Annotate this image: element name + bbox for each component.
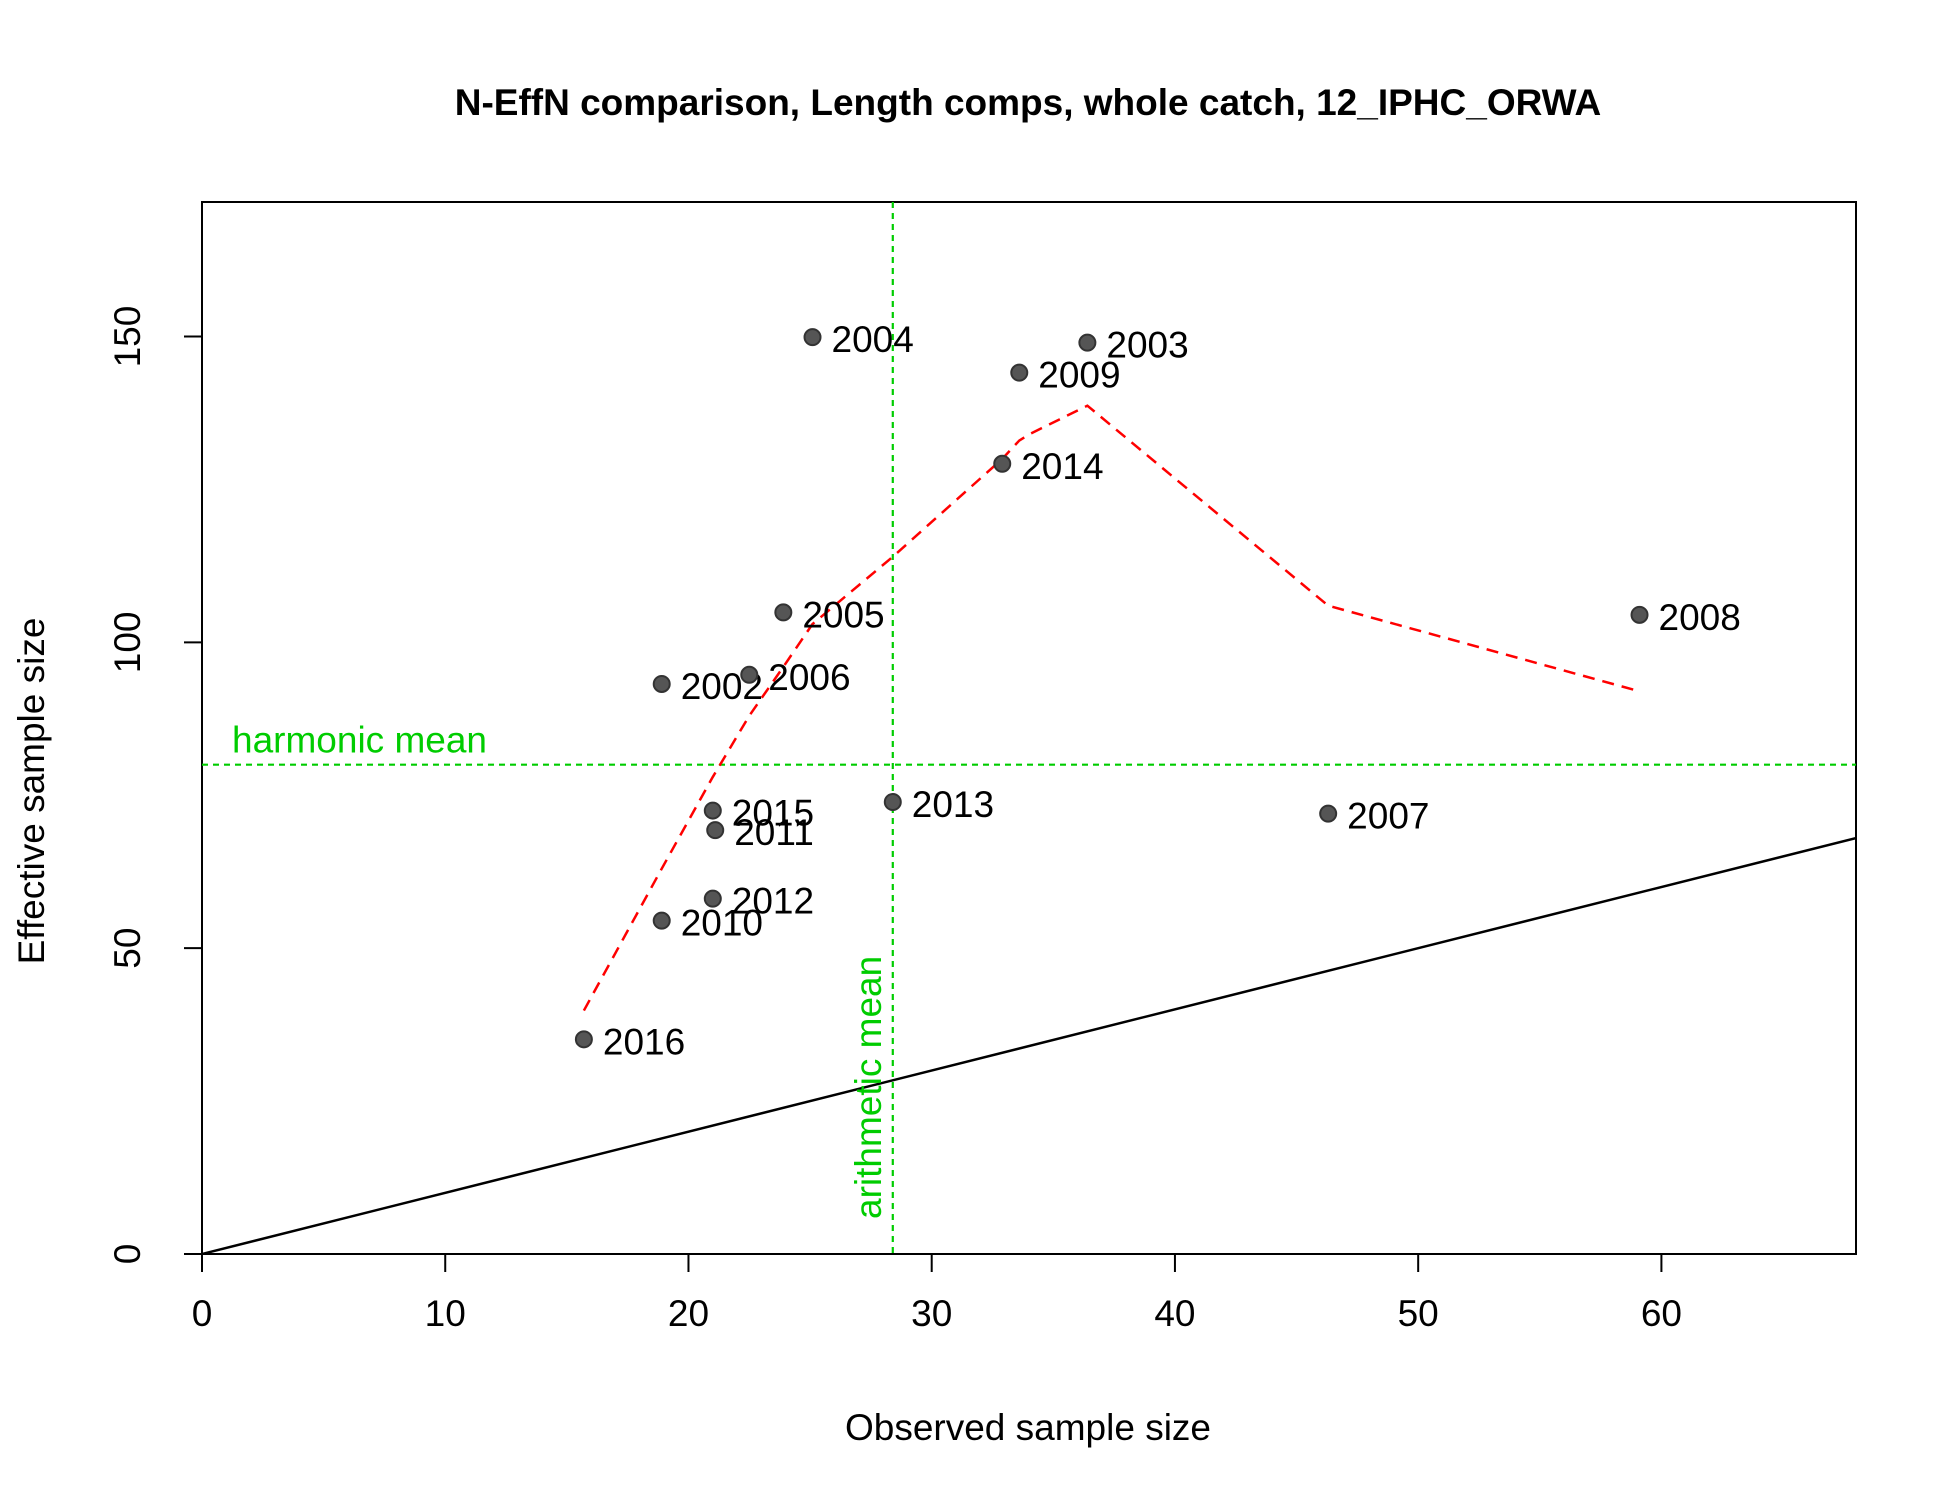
- y-tick-label: 100: [107, 612, 148, 674]
- point-label: 2015: [732, 793, 814, 834]
- point-label: 2004: [832, 319, 914, 360]
- x-tick-label: 30: [911, 1293, 952, 1334]
- y-tick-label: 0: [107, 1244, 148, 1265]
- data-point: [774, 603, 793, 622]
- point-label: 2005: [802, 594, 884, 635]
- y-axis-label: Effective sample size: [11, 618, 52, 965]
- x-tick-label: 20: [668, 1293, 709, 1334]
- data-point: [706, 821, 725, 840]
- x-tick-label: 50: [1398, 1293, 1439, 1334]
- plot-frame: [201, 201, 1857, 1255]
- x-tick-label: 10: [425, 1293, 466, 1334]
- data-point: [703, 801, 722, 820]
- data-point: [803, 328, 822, 347]
- chart-title: N-EffN comparison, Length comps, whole c…: [455, 82, 1602, 123]
- plot-area: 0 10 20 30 40 50 60 0 50 100 150 harmonic mean arith…: [107, 201, 1857, 1334]
- data-point: [883, 793, 902, 812]
- smoother-line: [582, 404, 1640, 1012]
- point-label: 2010: [681, 903, 763, 944]
- data-point: [740, 665, 759, 684]
- data-point: [574, 1030, 593, 1049]
- data-point: [1010, 363, 1029, 382]
- point-label: 2003: [1106, 325, 1188, 366]
- data-point: [993, 454, 1012, 473]
- x-axis-label: Observed sample size: [845, 1407, 1211, 1448]
- y-tick-label: 150: [107, 306, 148, 368]
- data-point: [703, 889, 722, 908]
- x-tick-label: 0: [192, 1293, 213, 1334]
- point-label: 2011: [734, 812, 814, 853]
- x-tick-label: 40: [1154, 1293, 1195, 1334]
- data-point: [1319, 804, 1338, 823]
- point-label: 2016: [603, 1021, 685, 1062]
- point-label: 2007: [1347, 796, 1429, 837]
- point-label: 2008: [1659, 597, 1741, 638]
- y-tick-label: 50: [107, 928, 148, 969]
- point-label: 2009: [1038, 355, 1120, 396]
- arithmetic-mean-label: arithmetic mean: [848, 956, 889, 1219]
- point-label: 2013: [912, 784, 994, 825]
- x-tick-label: 60: [1641, 1293, 1682, 1334]
- point-label: 2012: [732, 881, 814, 922]
- data-point: [1078, 333, 1097, 352]
- data-point: [652, 674, 671, 693]
- one-to-one-line: [202, 836, 1856, 1254]
- point-label: 2006: [768, 657, 850, 698]
- point-label: 2014: [1021, 446, 1103, 487]
- harmonic-mean-label: harmonic mean: [232, 720, 487, 761]
- data-point: [652, 911, 671, 930]
- data-point: [1630, 605, 1649, 624]
